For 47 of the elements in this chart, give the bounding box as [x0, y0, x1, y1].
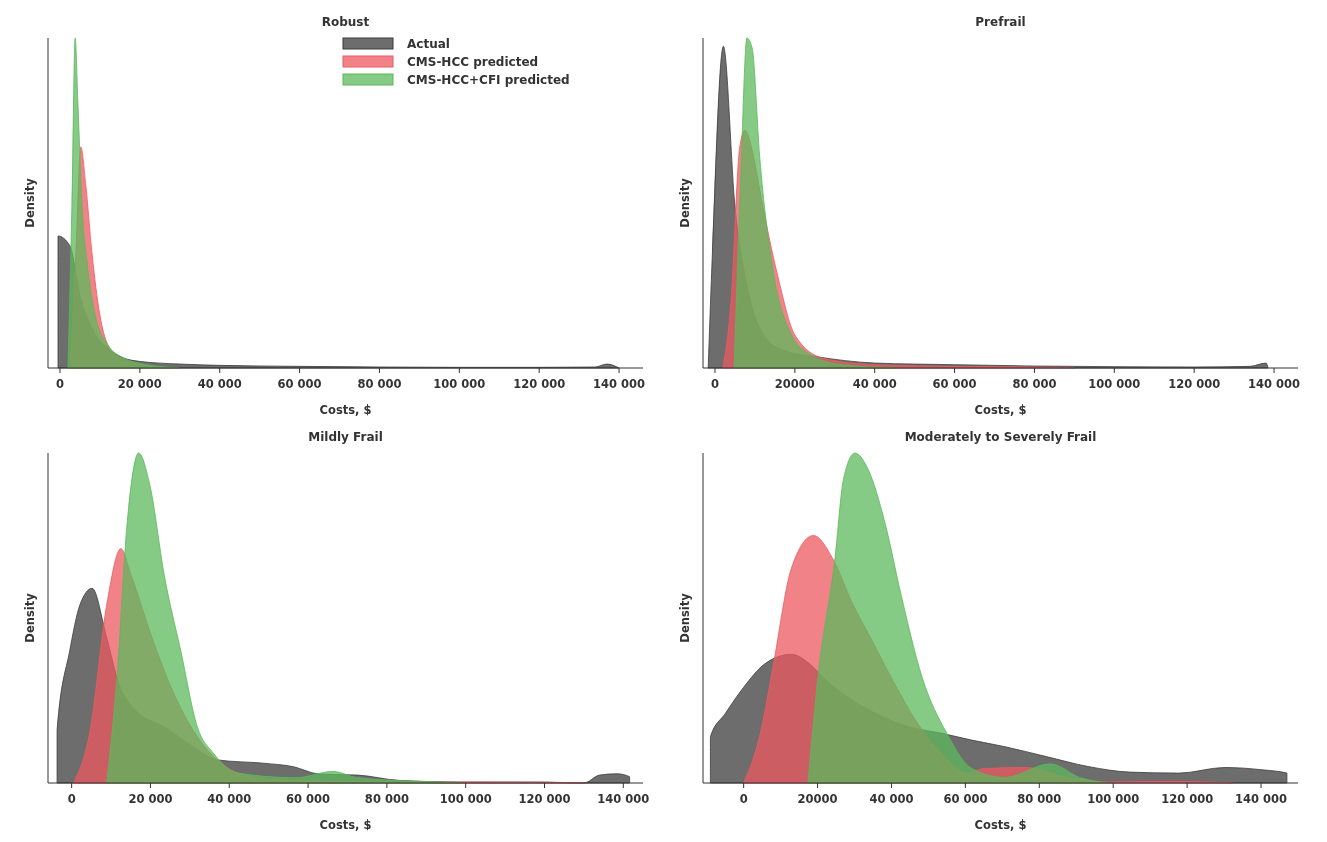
x-tick-label: 80 000 [357, 377, 402, 391]
x-tick-label: 60 000 [277, 377, 322, 391]
x-tick-label: 40 000 [207, 792, 252, 806]
x-tick-label: 20000 [774, 377, 815, 391]
x-axis-title: Costs, $ [319, 818, 372, 832]
x-tick-label: 20 000 [128, 792, 173, 806]
legend-label: Actual [407, 37, 450, 51]
x-tick-label: 0 [55, 377, 64, 391]
y-axis-title: Density [23, 592, 37, 643]
x-tick-label: 120 000 [518, 792, 571, 806]
x-tick-label: 140 000 [1248, 377, 1301, 391]
x-tick-label: 80 000 [1012, 377, 1057, 391]
x-tick-label: 20000 [797, 792, 838, 806]
x-tick-label: 100 000 [439, 792, 492, 806]
x-tick-label: 140 000 [1235, 792, 1288, 806]
x-tick-label: 120 000 [513, 377, 566, 391]
x-axis-title: Costs, $ [319, 403, 372, 417]
chart-title: Prefrail [975, 15, 1026, 29]
x-tick-label: 100 000 [1087, 792, 1140, 806]
x-tick-label: 120 000 [1168, 377, 1221, 391]
legend-label: CMS-HCC+CFI predicted [407, 73, 570, 87]
x-tick-label: 140 000 [593, 377, 646, 391]
x-tick-label: 0 [67, 792, 76, 806]
legend-label: CMS-HCC predicted [407, 55, 539, 69]
x-tick-label: 60 000 [932, 377, 977, 391]
x-tick-label: 20 000 [117, 377, 162, 391]
x-tick-label: 100 000 [1088, 377, 1141, 391]
x-tick-label: 140 000 [597, 792, 650, 806]
x-tick-label: 60 000 [943, 792, 988, 806]
x-tick-label: 80 000 [1017, 792, 1062, 806]
x-tick-label: 120 000 [1161, 792, 1214, 806]
y-axis-title: Density [678, 592, 692, 643]
x-tick-label: 80 000 [364, 792, 409, 806]
x-tick-label: 0 [739, 792, 748, 806]
chart-title: Robust [321, 15, 370, 29]
x-tick-label: 40 000 [197, 377, 242, 391]
x-axis-title: Costs, $ [974, 818, 1027, 832]
y-axis-title: Density [678, 177, 692, 228]
x-tick-label: 0 [710, 377, 719, 391]
x-tick-label: 60 000 [286, 792, 331, 806]
x-tick-label: 40 000 [852, 377, 897, 391]
chart-title: Moderately to Severely Frail [904, 430, 1097, 444]
y-axis-title: Density [23, 177, 37, 228]
x-axis-title: Costs, $ [974, 403, 1027, 417]
chart-title: Mildly Frail [308, 430, 383, 444]
x-tick-label: 100 000 [433, 377, 486, 391]
x-tick-label: 40 000 [869, 792, 914, 806]
